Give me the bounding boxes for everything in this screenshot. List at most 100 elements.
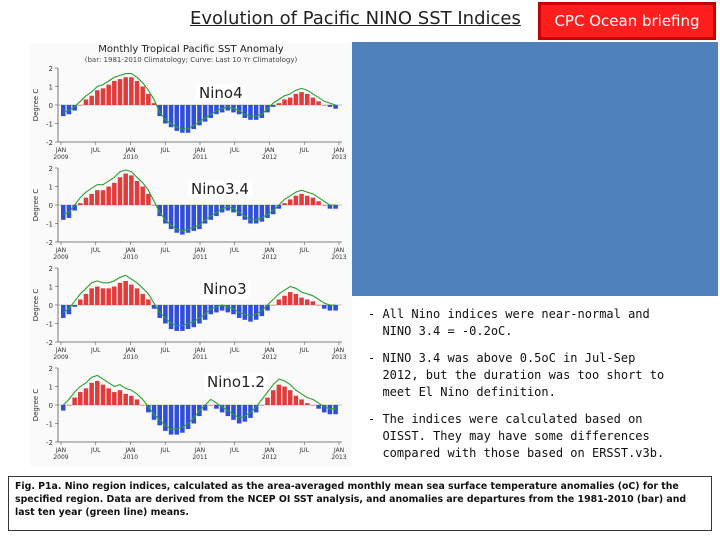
anomaly-bar xyxy=(270,390,276,405)
anomaly-bar xyxy=(146,193,151,205)
anomaly-bar xyxy=(276,299,282,305)
anomaly-bar xyxy=(95,380,100,405)
anomaly-bar xyxy=(95,286,100,305)
anomaly-bar xyxy=(112,182,117,205)
x-tick-label: JAN xyxy=(333,247,344,254)
x-tick-label: JUL xyxy=(298,247,309,254)
x-tick-label: JUL xyxy=(298,347,309,354)
anomaly-bar xyxy=(327,205,333,209)
bullet-item-1: - All Nino indices were near-normal and … xyxy=(368,306,708,340)
x-tick-label: JUL xyxy=(159,247,170,254)
anomaly-bar xyxy=(89,288,94,305)
anomaly-bar xyxy=(157,205,162,217)
y-tick-label: 2 xyxy=(49,265,53,273)
anomaly-bar xyxy=(174,105,180,131)
x-tick-label: JAN xyxy=(333,147,344,154)
briefing-badge: CPC Ocean briefing xyxy=(538,2,716,40)
anomaly-bar xyxy=(61,405,66,411)
anomaly-bar xyxy=(282,295,287,305)
anomaly-bar xyxy=(83,388,89,405)
anomaly-bar xyxy=(316,201,321,205)
anomaly-bar xyxy=(219,305,225,311)
anomaly-bar xyxy=(270,305,276,306)
anomaly-bar xyxy=(310,301,316,305)
anomaly-bar xyxy=(185,105,191,133)
anomaly-bar xyxy=(66,305,72,315)
anomaly-bar xyxy=(89,193,94,205)
anomaly-bar xyxy=(231,305,236,315)
x-tick-label: JUL xyxy=(229,147,240,154)
anomaly-bar xyxy=(316,405,321,409)
y-tick-label: 0 xyxy=(49,102,53,110)
anomaly-bar xyxy=(163,405,168,431)
anomaly-bar xyxy=(219,405,225,413)
x-tick-label: JAN xyxy=(194,447,205,454)
x-tick-label: JUL xyxy=(298,147,309,154)
y-tick-label: 1 xyxy=(49,84,53,92)
anomaly-bar xyxy=(78,105,83,106)
y-tick-label: 0 xyxy=(49,402,53,410)
anomaly-bar xyxy=(287,292,293,305)
y-tick-label: -1 xyxy=(46,221,53,229)
anomaly-bar xyxy=(202,105,208,122)
y-axis-label: Degree C xyxy=(32,189,40,222)
x-tick-label: JAN xyxy=(124,147,135,154)
bullet-text-3: - The indices were calculated based on O… xyxy=(368,412,665,460)
x-tick-label: JUL xyxy=(90,347,101,354)
anomaly-bar xyxy=(202,305,208,320)
anomaly-bar xyxy=(129,395,134,405)
anomaly-bar xyxy=(265,305,270,311)
anomaly-bar xyxy=(106,84,111,105)
anomaly-bar xyxy=(333,105,338,109)
anomaly-bar xyxy=(299,193,304,205)
y-tick-label: -1 xyxy=(46,321,53,329)
anomaly-bar xyxy=(95,90,100,105)
anomaly-bar xyxy=(333,405,338,415)
y-axis-label: Degree C xyxy=(32,89,40,122)
anomaly-bar xyxy=(310,405,316,406)
anomaly-bar xyxy=(327,405,333,415)
anomaly-bar xyxy=(236,305,242,318)
x-tick-label: JAN xyxy=(263,247,274,254)
x-tick-year-label: 2012 xyxy=(262,454,277,461)
x-tick-label: JUL xyxy=(159,347,170,354)
anomaly-bar xyxy=(191,305,197,328)
anomaly-bar xyxy=(106,186,111,205)
anomaly-bar xyxy=(333,305,338,311)
x-tick-label: JUL xyxy=(90,147,101,154)
x-tick-label: JUL xyxy=(298,447,309,454)
x-tick-year-label: 2010 xyxy=(123,254,138,261)
anomaly-bar xyxy=(253,205,259,224)
anomaly-bar xyxy=(293,293,299,305)
anomaly-bar xyxy=(174,305,180,331)
x-tick-year-label: 2011 xyxy=(192,254,207,261)
anomaly-bar xyxy=(123,393,128,405)
anomaly-bar xyxy=(174,205,180,233)
anomaly-bar xyxy=(146,299,151,305)
x-tick-label: JAN xyxy=(124,347,135,354)
anomaly-bar xyxy=(287,97,293,105)
anomaly-bar xyxy=(310,97,316,105)
anomaly-bar xyxy=(100,288,106,305)
y-axis-label: Degree C xyxy=(32,289,40,322)
y-tick-label: -2 xyxy=(46,439,53,447)
x-tick-label: JUL xyxy=(159,447,170,454)
x-tick-label: JAN xyxy=(124,447,135,454)
anomaly-bar xyxy=(151,103,157,105)
anomaly-bar xyxy=(316,101,321,105)
x-tick-year-label: 2010 xyxy=(123,454,138,461)
anomaly-bar xyxy=(327,105,333,107)
anomaly-bar xyxy=(123,77,128,105)
anomaly-bar xyxy=(208,405,214,406)
anomaly-bar xyxy=(321,405,327,413)
anomaly-bar xyxy=(214,305,219,313)
x-tick-year-label: 2009 xyxy=(53,254,68,261)
y-tick-label: 0 xyxy=(49,202,53,210)
anomaly-bar xyxy=(321,305,327,309)
x-tick-year-label: 2013 xyxy=(331,154,346,161)
x-tick-label: JAN xyxy=(263,347,274,354)
anomaly-bar xyxy=(253,305,259,320)
anomaly-bar xyxy=(304,299,310,305)
x-tick-label: JAN xyxy=(55,347,66,354)
anomaly-bar xyxy=(117,282,123,305)
